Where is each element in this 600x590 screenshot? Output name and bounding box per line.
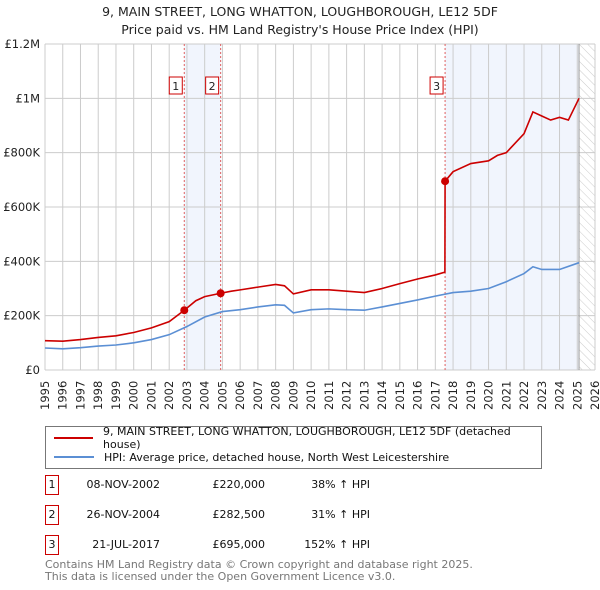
legend-item-hpi: HPI: Average price, detached house, Nort… bbox=[54, 448, 449, 466]
sale-marker-box bbox=[205, 76, 220, 95]
x-tick-label: 1996 bbox=[56, 381, 70, 410]
x-tick-label: 2006 bbox=[233, 381, 247, 410]
x-tick-label: 2026 bbox=[588, 381, 600, 410]
x-tick-label: 2010 bbox=[304, 381, 318, 410]
x-tick-label: 2011 bbox=[322, 381, 336, 410]
sale-price: £695,000 bbox=[212, 538, 266, 551]
x-tick-label: 2025 bbox=[570, 381, 584, 410]
x-tick-label: 2003 bbox=[180, 381, 194, 410]
sale-date: 26-NOV-2004 bbox=[86, 508, 160, 521]
x-tick-label: 2020 bbox=[482, 381, 496, 410]
x-tick-label: 2000 bbox=[127, 381, 141, 410]
sale-hpi-change: 152% ↑ HPI bbox=[304, 538, 370, 551]
x-tick-label: 2017 bbox=[428, 381, 442, 410]
sale-price: £282,500 bbox=[212, 508, 266, 521]
sale-marker-label: 1 bbox=[45, 475, 59, 495]
x-tick-label: 2004 bbox=[198, 381, 212, 410]
x-tick-label: 2015 bbox=[393, 381, 407, 410]
chart-subtitle: Price paid vs. HM Land Registry's House … bbox=[121, 22, 479, 37]
y-tick-label: £800K bbox=[3, 146, 40, 160]
sale-point bbox=[180, 306, 189, 315]
price-chart: 1995 1996 1997 1998 1999 2000 2001 2002 2003 2004… bbox=[3, 37, 600, 410]
x-tick-label: 2009 bbox=[286, 381, 300, 410]
x-tick-label: 2013 bbox=[357, 381, 371, 410]
x-tick-label: 2021 bbox=[499, 381, 513, 410]
x-tick-label: 2005 bbox=[215, 381, 229, 410]
sale-marker-label: 2 bbox=[45, 505, 59, 525]
sale-date: 08-NOV-2002 bbox=[86, 478, 160, 491]
y-tick-label: £0 bbox=[25, 363, 40, 377]
sale-hpi-change: 38% ↑ HPI bbox=[311, 478, 370, 491]
y-tick-label: £200K bbox=[3, 309, 40, 323]
sale-marker-box bbox=[168, 76, 183, 95]
legend-label: HPI: Average price, detached house, Nort… bbox=[104, 450, 450, 464]
x-tick-label: 1995 bbox=[38, 381, 52, 410]
y-tick-label: £1M bbox=[15, 91, 40, 105]
sale-marker-label: 1 bbox=[172, 80, 179, 93]
sale-marker-label: 3 bbox=[433, 80, 440, 93]
x-tick-label: 1997 bbox=[73, 381, 87, 410]
x-tick-label: 2016 bbox=[411, 381, 425, 410]
legend: 9, MAIN STREET, LONG WHATTON, LOUGHBOROU… bbox=[45, 425, 542, 469]
x-tick-label: 2019 bbox=[464, 381, 478, 410]
x-tick-label: 2022 bbox=[517, 381, 531, 410]
legend-swatch-red bbox=[54, 437, 94, 439]
x-tick-label: 2018 bbox=[446, 381, 460, 410]
sale-marker-box bbox=[429, 76, 444, 95]
legend-swatch-blue bbox=[54, 456, 94, 458]
x-tick-label: 1998 bbox=[91, 381, 105, 410]
x-tick-label: 2023 bbox=[535, 381, 549, 410]
legend-item-property: 9, MAIN STREET, LONG WHATTON, LOUGHBOROU… bbox=[54, 425, 541, 451]
sale-point bbox=[441, 177, 450, 186]
footer-line: Contains HM Land Registry data © Crown c… bbox=[45, 558, 473, 571]
sale-marker-label: 2 bbox=[209, 80, 216, 93]
x-tick-label: 2014 bbox=[375, 381, 389, 410]
x-tick-label: 2008 bbox=[269, 381, 283, 410]
hpi-line bbox=[44, 261, 580, 350]
y-tick-label: £600K bbox=[3, 200, 40, 214]
sale-hpi-change: 31% ↑ HPI bbox=[311, 508, 370, 521]
sale-point bbox=[216, 289, 225, 298]
x-tick-label: 2012 bbox=[340, 381, 354, 410]
y-tick-label: £400K bbox=[3, 254, 40, 268]
x-tick-label: 1999 bbox=[109, 381, 123, 410]
property-price-line bbox=[44, 97, 580, 343]
footer: Contains HM Land Registry data © Crown c… bbox=[45, 559, 473, 583]
footer-line: This data is licensed under the Open Gov… bbox=[45, 570, 396, 583]
sale-date: 21-JUL-2017 bbox=[92, 538, 160, 551]
x-tick-label: 2007 bbox=[251, 381, 265, 410]
chart-title: 9, MAIN STREET, LONG WHATTON, LOUGHBOROU… bbox=[102, 4, 498, 19]
sale-price: £220,000 bbox=[212, 478, 266, 491]
x-tick-label: 2002 bbox=[162, 381, 176, 410]
legend-label: 9, MAIN STREET, LONG WHATTON, LOUGHBOROU… bbox=[103, 425, 511, 451]
y-tick-label: £1.2M bbox=[4, 37, 40, 51]
x-tick-label: 2024 bbox=[553, 381, 567, 410]
x-tick-label: 2001 bbox=[144, 381, 158, 410]
sale-marker-label: 3 bbox=[45, 535, 59, 555]
